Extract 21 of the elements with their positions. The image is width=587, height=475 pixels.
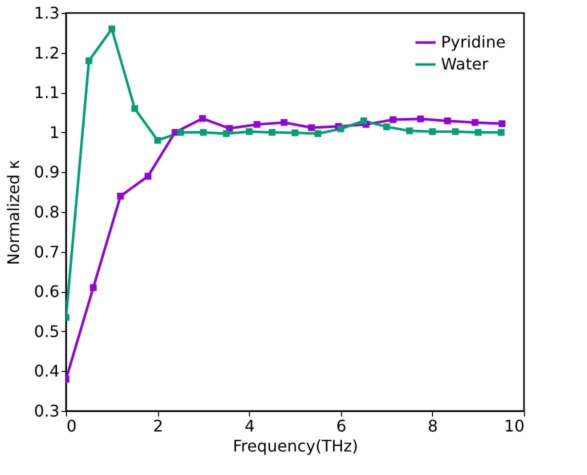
x-tick-label: 4	[244, 416, 255, 436]
legend-label: Pyridine	[441, 32, 506, 52]
y-tick-label: 0.6	[34, 282, 60, 302]
y-tick-label: 1.1	[34, 83, 60, 102]
x-tick-label: 0	[66, 416, 77, 436]
y-tick-label: 0.7	[34, 242, 60, 262]
x-tick-label: 8	[428, 416, 438, 436]
legend-label: Water	[441, 54, 489, 74]
y-axis-title: Normalized κ	[4, 159, 24, 266]
x-tick-label: 6	[336, 416, 346, 436]
y-tick-label: 1	[49, 122, 60, 142]
y-tick-label: 1.3	[34, 4, 60, 22]
x-axis-title: Frequency(THz)	[232, 436, 358, 456]
y-tick-label: 0.5	[34, 322, 60, 341]
x-tick-label: 2	[153, 416, 164, 436]
x-tick-label: 10	[504, 416, 524, 436]
y-tick-label: 1.2	[34, 43, 60, 62]
y-tick-label: 0.9	[34, 162, 60, 182]
y-tick-label: 0.4	[34, 362, 60, 381]
y-tick-label: 0.8	[34, 202, 60, 222]
y-tick-label: 0.3	[34, 402, 60, 420]
